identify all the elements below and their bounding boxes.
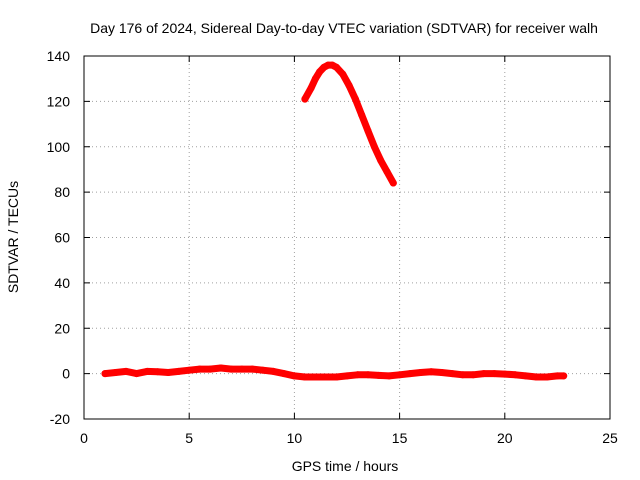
- data-point: [290, 372, 298, 380]
- data-point: [333, 63, 340, 71]
- y-tick-label: 100: [47, 139, 71, 155]
- data-point: [383, 168, 391, 176]
- series-layer: [101, 61, 568, 381]
- data-point: [175, 367, 183, 375]
- y-tick-label: 80: [54, 184, 70, 200]
- x-tick-label: 25: [602, 430, 618, 446]
- data-point: [543, 373, 551, 381]
- y-tick-label: 140: [47, 48, 71, 64]
- y-axis-label: SDTVAR / TECUs: [5, 181, 21, 293]
- data-point: [364, 371, 372, 379]
- data-point: [311, 373, 319, 381]
- data-point: [354, 371, 361, 379]
- y-tick-label: 40: [54, 275, 70, 291]
- data-point: [389, 179, 397, 187]
- data-point: [459, 371, 467, 379]
- data-point: [490, 370, 498, 378]
- data-point: [217, 364, 225, 372]
- data-point: [501, 370, 509, 378]
- data-point: [522, 372, 530, 380]
- data-point: [311, 75, 319, 83]
- data-point: [339, 70, 347, 78]
- data-point: [343, 372, 351, 380]
- data-point: [345, 82, 353, 89]
- x-tick-label: 20: [497, 430, 513, 446]
- data-point: [301, 373, 309, 381]
- data-point: [316, 68, 324, 76]
- series-peak: [301, 61, 397, 187]
- data-point: [406, 370, 414, 378]
- data-point: [370, 143, 378, 151]
- data-point: [122, 367, 130, 375]
- data-point: [112, 369, 120, 376]
- y-tick-label: 0: [62, 366, 70, 382]
- data-point: [480, 370, 488, 378]
- x-tick-label: 5: [185, 430, 193, 446]
- x-axis-label: GPS time / hours: [292, 458, 399, 474]
- data-point: [532, 373, 540, 381]
- data-point: [417, 369, 425, 376]
- data-point: [396, 371, 404, 379]
- data-point: [511, 371, 519, 379]
- grid: [84, 56, 610, 419]
- data-point: [377, 156, 385, 164]
- data-point: [133, 370, 141, 378]
- data-point: [438, 369, 446, 376]
- data-point: [427, 368, 435, 376]
- x-axis: 0 5 10 15 20 25: [80, 56, 618, 446]
- data-point: [206, 365, 214, 373]
- data-point: [185, 366, 193, 374]
- data-point: [307, 84, 315, 92]
- y-tick-label: 60: [54, 230, 70, 246]
- data-point: [259, 366, 267, 374]
- data-point: [333, 373, 340, 381]
- plot-frame: [83, 55, 611, 420]
- x-tick-label: 15: [392, 430, 408, 446]
- data-point: [143, 367, 151, 375]
- y-tick-label: 120: [47, 93, 71, 109]
- data-point: [280, 370, 288, 378]
- data-point: [375, 371, 383, 379]
- x-tick-label: 10: [287, 430, 303, 446]
- data-point: [560, 372, 568, 380]
- data-point: [269, 367, 277, 375]
- data-point: [196, 365, 204, 373]
- x-tick-label: 0: [80, 430, 88, 446]
- series-near-zero: [101, 364, 568, 381]
- data-point: [164, 369, 172, 376]
- data-point: [154, 368, 162, 376]
- data-point: [301, 95, 309, 103]
- y-tick-label: -20: [50, 411, 70, 427]
- data-point: [351, 95, 359, 103]
- data-point: [322, 373, 330, 381]
- data-point: [385, 372, 393, 380]
- data-point: [448, 370, 456, 378]
- y-tick-label: 20: [54, 320, 70, 336]
- y-axis: -20 0 20 40 60 80 100 120 140: [47, 48, 610, 427]
- data-point: [358, 111, 366, 119]
- data-point: [238, 365, 246, 373]
- data-point: [248, 365, 256, 373]
- data-point: [101, 370, 109, 378]
- data-point: [469, 371, 477, 379]
- data-point: [364, 127, 372, 135]
- data-point: [227, 365, 235, 373]
- data-point: [553, 372, 561, 380]
- chart-title: Day 176 of 2024, Sidereal Day-to-day VTE…: [90, 20, 598, 36]
